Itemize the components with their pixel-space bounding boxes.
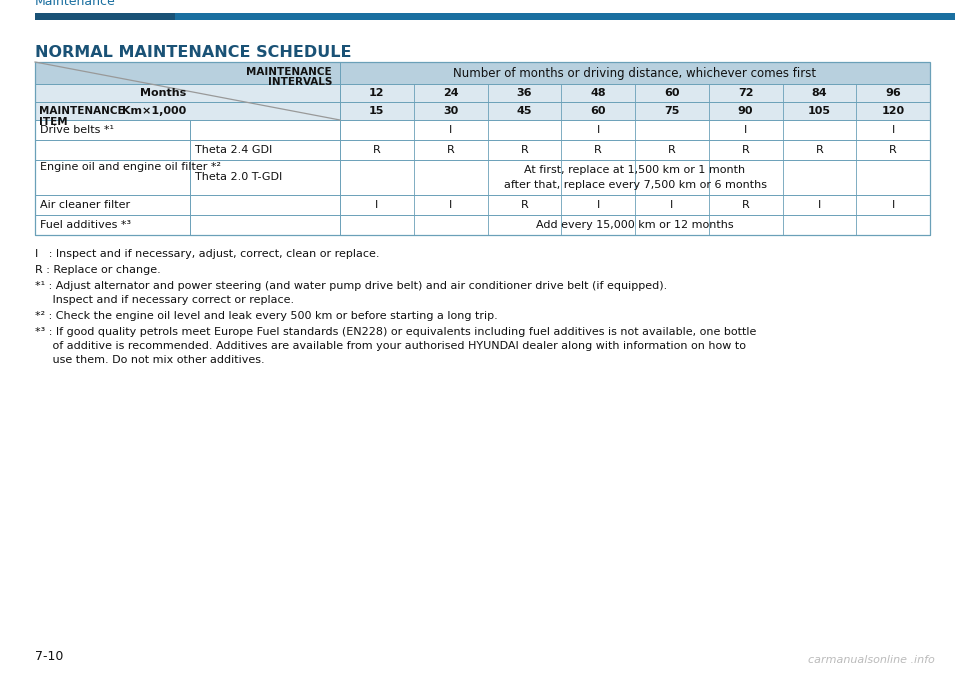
Text: 105: 105 — [808, 106, 830, 116]
Text: 7-10: 7-10 — [35, 650, 63, 663]
Text: MAINTENANCE: MAINTENANCE — [39, 106, 125, 116]
Text: *¹ : Adjust alternator and power steering (and water pump drive belt) and air co: *¹ : Adjust alternator and power steerin… — [35, 281, 667, 291]
Text: Drive belts *¹: Drive belts *¹ — [40, 125, 114, 135]
Text: I   : Inspect and if necessary, adjust, correct, clean or replace.: I : Inspect and if necessary, adjust, co… — [35, 249, 379, 259]
Bar — [35, 195, 930, 215]
Text: I: I — [596, 200, 600, 210]
Text: Inspect and if necessary correct or replace.: Inspect and if necessary correct or repl… — [35, 295, 294, 305]
Text: MAINTENANCE: MAINTENANCE — [247, 67, 332, 77]
Text: R: R — [815, 145, 824, 155]
Text: At first, replace at 1,500 km or 1 month
after that, replace every 7,500 km or 6: At first, replace at 1,500 km or 1 month… — [503, 165, 766, 190]
Text: 30: 30 — [443, 106, 458, 116]
Text: 96: 96 — [885, 88, 901, 98]
Text: 48: 48 — [590, 88, 606, 98]
Text: Km×1,000: Km×1,000 — [122, 106, 186, 116]
Text: Number of months or driving distance, whichever comes first: Number of months or driving distance, wh… — [453, 67, 817, 80]
Text: 12: 12 — [370, 88, 385, 98]
Text: Add every 15,000 km or 12 months: Add every 15,000 km or 12 months — [537, 220, 733, 230]
Text: I: I — [449, 125, 452, 135]
Text: 60: 60 — [590, 106, 606, 116]
Text: R: R — [889, 145, 897, 155]
Text: Maintenance: Maintenance — [35, 0, 116, 8]
Text: NORMAL MAINTENANCE SCHEDULE: NORMAL MAINTENANCE SCHEDULE — [35, 45, 351, 60]
Text: Months: Months — [140, 88, 186, 98]
Text: R: R — [446, 145, 454, 155]
Text: 120: 120 — [881, 106, 904, 116]
Text: 90: 90 — [738, 106, 754, 116]
Text: of additive is recommended. Additives are available from your authorised HYUNDAI: of additive is recommended. Additives ar… — [35, 341, 746, 351]
Text: R : Replace or change.: R : Replace or change. — [35, 265, 160, 275]
Text: I: I — [449, 200, 452, 210]
Text: I: I — [670, 200, 674, 210]
Bar — [35, 160, 930, 195]
Text: 84: 84 — [811, 88, 828, 98]
Text: 36: 36 — [516, 88, 532, 98]
Text: 15: 15 — [370, 106, 385, 116]
Text: ITEM: ITEM — [39, 117, 67, 127]
Text: I: I — [375, 200, 378, 210]
Text: Air cleaner filter: Air cleaner filter — [40, 200, 131, 210]
Bar — [35, 215, 930, 235]
Text: R: R — [520, 145, 528, 155]
Text: Engine oil and engine oil filter *²: Engine oil and engine oil filter *² — [40, 163, 221, 173]
Text: I: I — [596, 125, 600, 135]
Text: I: I — [892, 200, 895, 210]
Text: 60: 60 — [664, 88, 680, 98]
Text: I: I — [892, 125, 895, 135]
Bar — [35, 62, 930, 84]
Text: 45: 45 — [516, 106, 532, 116]
Text: R: R — [668, 145, 676, 155]
Text: use them. Do not mix other additives.: use them. Do not mix other additives. — [35, 355, 265, 365]
Text: R: R — [742, 200, 750, 210]
Bar — [35, 120, 930, 140]
Text: 24: 24 — [443, 88, 459, 98]
Bar — [35, 13, 175, 20]
Bar — [35, 84, 930, 102]
Text: 72: 72 — [738, 88, 754, 98]
Text: Theta 2.0 T-GDI: Theta 2.0 T-GDI — [195, 173, 282, 182]
Text: R: R — [742, 145, 750, 155]
Text: *³ : If good quality petrols meet Europe Fuel standards (EN228) or equivalents i: *³ : If good quality petrols meet Europe… — [35, 327, 756, 337]
Text: I: I — [818, 200, 821, 210]
Text: *² : Check the engine oil level and leak every 500 km or before starting a long : *² : Check the engine oil level and leak… — [35, 311, 497, 321]
Bar — [35, 102, 930, 120]
Text: I: I — [744, 125, 747, 135]
Text: Theta 2.4 GDI: Theta 2.4 GDI — [195, 145, 273, 155]
Text: R: R — [373, 145, 381, 155]
Text: R: R — [594, 145, 602, 155]
Text: R: R — [520, 200, 528, 210]
Text: Fuel additives *³: Fuel additives *³ — [40, 220, 132, 230]
Text: INTERVALS: INTERVALS — [268, 77, 332, 87]
Bar — [35, 140, 930, 160]
Bar — [175, 13, 955, 20]
Bar — [35, 62, 930, 235]
Text: carmanualsonline .info: carmanualsonline .info — [808, 655, 935, 665]
Text: 75: 75 — [664, 106, 680, 116]
